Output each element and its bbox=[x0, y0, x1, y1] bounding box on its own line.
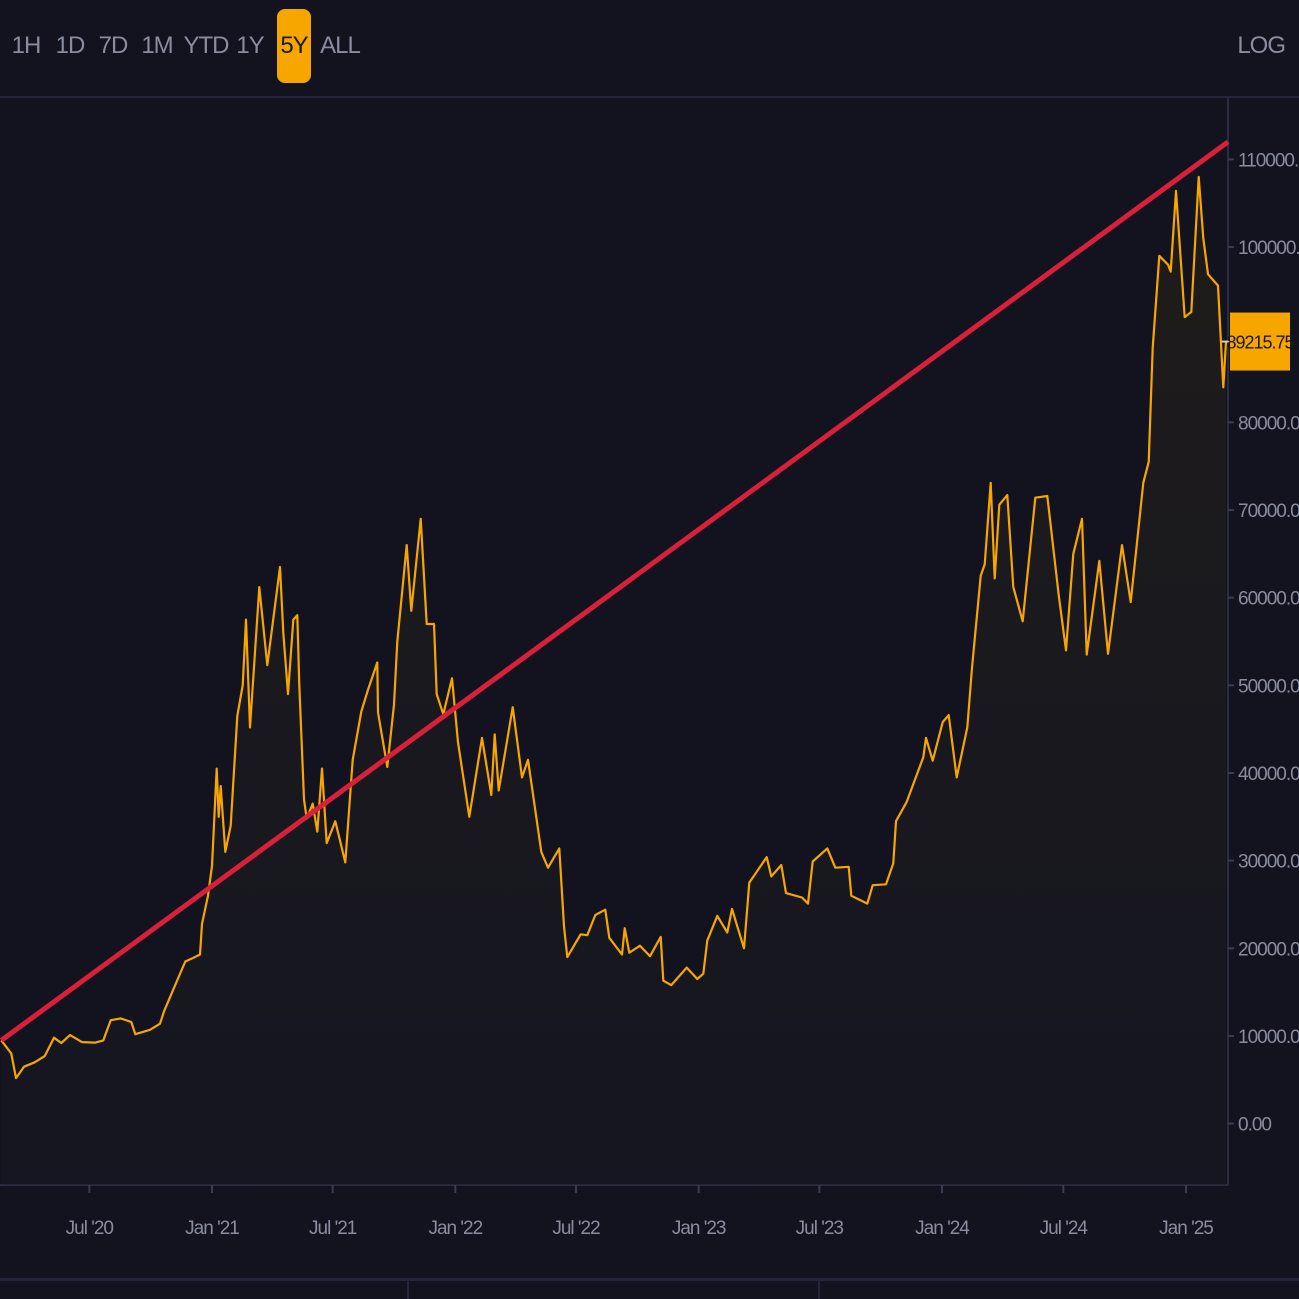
range-button-5y[interactable]: 5Y bbox=[277, 9, 311, 83]
y-tick-label: 100000.00 bbox=[1238, 238, 1299, 259]
x-tick-label: Jan '25 bbox=[1159, 1218, 1213, 1239]
y-tick-label: 40000.00 bbox=[1238, 764, 1299, 785]
x-tick-label: Jan '22 bbox=[428, 1218, 482, 1239]
current-price-badge bbox=[1230, 312, 1290, 371]
range-button-1y[interactable]: 1Y bbox=[236, 32, 264, 59]
y-tick-label: 70000.00 bbox=[1238, 501, 1299, 522]
price-chart[interactable]: Jul '20 Jan '21 Jul '21 Jan '22 Jul '22 Jan '… bbox=[0, 98, 1299, 1278]
x-tick-label: Jul '22 bbox=[552, 1218, 600, 1239]
range-button-all[interactable]: ALL bbox=[320, 32, 361, 59]
price-area bbox=[0, 175, 1228, 1185]
y-tick-label: 110000.00 bbox=[1238, 150, 1299, 171]
x-tick-label: Jul '21 bbox=[309, 1218, 357, 1239]
price-line bbox=[0, 175, 1228, 1080]
x-tick-label: Jan '23 bbox=[672, 1218, 726, 1239]
current-price-tag: 89215.75 bbox=[1222, 312, 1296, 371]
y-tick-label: 50000.00 bbox=[1238, 676, 1299, 697]
range-button-1h[interactable]: 1H bbox=[11, 32, 42, 59]
bottom-divider bbox=[407, 1281, 409, 1299]
x-tick-label: Jan '21 bbox=[185, 1218, 239, 1239]
range-toolbar: 1H 1D 7D 1M YTD 1Y 5Y ALL LOG bbox=[0, 0, 1299, 98]
x-tick-label: Jul '20 bbox=[66, 1218, 114, 1239]
price-area-fill bbox=[1, 176, 1226, 1185]
y-tick-label: 80000.00 bbox=[1238, 413, 1299, 434]
range-button-1m[interactable]: 1M bbox=[141, 32, 173, 59]
log-scale-toggle[interactable]: LOG bbox=[1237, 32, 1286, 59]
x-tick-label: Jan '24 bbox=[915, 1218, 970, 1239]
y-tick-label: 20000.00 bbox=[1238, 939, 1299, 960]
range-button-ytd[interactable]: YTD bbox=[183, 32, 230, 59]
current-price-label: 89215.75 bbox=[1226, 333, 1294, 353]
bottom-panel bbox=[0, 1278, 1299, 1299]
x-axis: Jul '20 Jan '21 Jul '21 Jan '22 Jul '22 Jan '… bbox=[0, 1184, 1228, 1239]
y-axis: 0.00 10000.00 20000.00 30000.00 40000.00 5000… bbox=[1227, 98, 1299, 1185]
y-tick-label: 0.00 bbox=[1238, 1115, 1271, 1136]
y-tick-label: 30000.00 bbox=[1238, 852, 1299, 873]
bottom-divider bbox=[818, 1281, 820, 1299]
range-button-7d[interactable]: 7D bbox=[98, 32, 129, 59]
y-tick-label: 10000.00 bbox=[1238, 1027, 1299, 1048]
trendline bbox=[0, 139, 1230, 1043]
trendline-segment[interactable] bbox=[0, 139, 1230, 1043]
y-tick-label: 60000.00 bbox=[1238, 589, 1299, 610]
x-tick-label: Jul '24 bbox=[1040, 1218, 1089, 1239]
range-button-1d[interactable]: 1D bbox=[55, 32, 86, 59]
x-tick-label: Jul '23 bbox=[796, 1218, 844, 1239]
